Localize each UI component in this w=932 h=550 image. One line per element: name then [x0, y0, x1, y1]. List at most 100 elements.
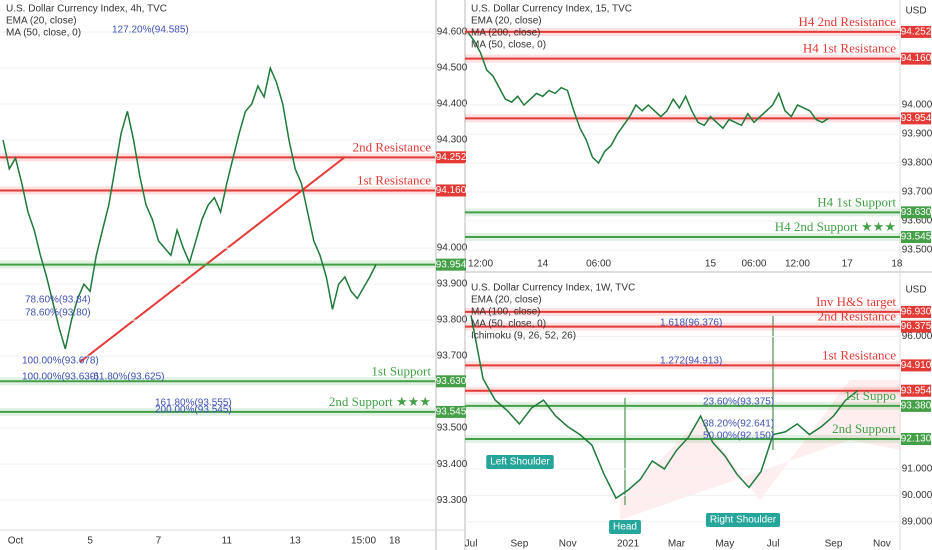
fib-label: -61.80%(93.625)	[90, 372, 165, 383]
price-badge-label: 93.954	[901, 113, 932, 124]
price-badge	[901, 399, 931, 412]
fib-label: 78.60%(93.80)	[25, 308, 91, 319]
y-tick-label: 93.600	[902, 216, 932, 227]
price-badge	[436, 258, 466, 271]
indicator-legend: MA (200, close)	[471, 28, 540, 39]
indicator-legend: Ichimoku (9, 26, 52, 26)	[471, 331, 576, 342]
x-tick-label: 2021	[617, 539, 640, 550]
y-tick-label: 94.000	[437, 243, 468, 254]
level-label: 2nd Support	[832, 421, 896, 436]
indicator-legend: EMA (20, close)	[6, 16, 77, 27]
y-tick-label: 93.400	[437, 459, 468, 470]
price-badge-label: 93.954	[436, 259, 467, 270]
pattern-label: Right Shoulder	[710, 515, 777, 526]
price-badge	[901, 433, 931, 446]
price-badge-label: 94.252	[901, 27, 932, 38]
level-label: 1st Resistance	[357, 172, 431, 187]
price-badge-label: 96.375	[901, 321, 932, 332]
x-tick-label: 06:00	[741, 259, 766, 270]
level-label: 2nd Resistance	[353, 139, 432, 154]
chart-title: U.S. Dollar Currency Index, 1W, TVC	[471, 283, 635, 294]
level-label: H4 1st Support	[817, 194, 896, 209]
price-badge-label: 94.252	[436, 152, 467, 163]
pattern-tag	[705, 513, 781, 527]
price-badge	[901, 112, 931, 125]
x-tick-label: Nov	[873, 539, 891, 550]
fib-label: 38.20%(92.641)	[703, 419, 774, 430]
pattern-tag	[609, 520, 641, 534]
y-tick-label: 94.000	[902, 100, 932, 111]
pattern-label: Left Shoulder	[490, 457, 550, 468]
y-tick-label: 90.000	[902, 490, 932, 501]
price-badge	[436, 405, 466, 418]
price-badge	[901, 359, 931, 372]
x-tick-label: Sep	[825, 539, 843, 550]
y-tick-label: 89.000	[902, 517, 932, 528]
x-tick-label: 15:00	[351, 536, 376, 547]
currency-label: USD	[905, 6, 926, 17]
level-label: 1st Resistance	[822, 347, 896, 362]
x-tick-label: 13	[290, 536, 302, 547]
chart-title: U.S. Dollar Currency Index, 4h, TVC	[6, 4, 167, 15]
price-line	[467, 32, 829, 165]
x-tick-label: Mar	[668, 539, 686, 550]
y-tick-label: 94.400	[437, 99, 468, 110]
level-label: 1st Suppo	[844, 388, 896, 403]
indicator-legend: EMA (20, close)	[471, 295, 542, 306]
x-tick-label: Oct	[8, 536, 24, 547]
y-tick-label: 94.500	[437, 63, 468, 74]
level-label: Inv H&S target	[816, 294, 896, 309]
price-badge-label: 93.545	[436, 407, 467, 418]
price-badge-label: 93.630	[436, 376, 467, 387]
price-badge	[901, 384, 931, 397]
price-badge-label: 94.910	[901, 360, 932, 371]
price-badge	[436, 184, 466, 197]
currency-label: USD	[905, 285, 926, 296]
indicator-legend: EMA (20, close)	[471, 16, 542, 27]
level-label: H4 1st Resistance	[803, 41, 896, 56]
price-badge-label: 93.380	[901, 401, 932, 412]
indicator-legend: MA (100, close)	[471, 307, 540, 318]
pattern-label: Head	[613, 522, 637, 533]
x-tick-label: Jul	[767, 539, 780, 550]
y-tick-label: 94.300	[437, 135, 468, 146]
price-badge	[436, 151, 466, 164]
fib-label: 23.60%(93.375)	[703, 397, 774, 408]
price-badge-label: 93.630	[901, 207, 932, 218]
level-label: H4 2nd Support ★★★	[775, 219, 896, 234]
x-tick-label: Nov	[559, 539, 577, 550]
price-badge-label: 92.130	[901, 434, 932, 445]
x-tick-label: 12:00	[468, 259, 493, 270]
level-label: H4 2nd Resistance	[799, 14, 897, 29]
price-badge-label: 94.160	[901, 53, 932, 64]
level-label: 2nd Support ★★★	[329, 394, 431, 409]
fib-label: 100.00%(93.678)	[22, 356, 99, 367]
price-badge	[901, 25, 931, 38]
fib-label: 1.618(96.376)	[660, 318, 722, 329]
y-tick-label: 93.700	[902, 187, 932, 198]
plot-area	[0, 31, 435, 501]
fib-label: 50.00%(92.150)	[703, 431, 774, 442]
level-label: 1st Support	[371, 363, 431, 378]
price-badge	[901, 52, 931, 65]
price-badge-label: 96.930	[901, 307, 932, 318]
indicator-legend: MA (50, close, 0)	[6, 28, 81, 39]
y-tick-label: 93.500	[902, 245, 932, 256]
price-badge	[901, 320, 931, 333]
fib-label: 1.272(94.913)	[660, 356, 722, 367]
x-tick-label: 12:00	[785, 259, 810, 270]
price-line	[2, 65, 377, 350]
level-label: 2nd Resistance	[818, 309, 897, 324]
price-badge	[901, 305, 931, 318]
x-tick-label: 5	[87, 536, 93, 547]
x-tick-label: 11	[222, 536, 233, 547]
price-badge-label: 93.545	[901, 232, 932, 243]
y-tick-label: 93.900	[902, 129, 932, 140]
x-tick-label: 15	[705, 259, 717, 270]
fib-label: 100.00%(93.630)	[22, 372, 99, 383]
x-tick-label: 7	[156, 536, 162, 547]
x-tick-label: May	[715, 539, 734, 550]
y-tick-label: 93.700	[437, 351, 468, 362]
price-badge-label: 93.954	[901, 385, 932, 396]
